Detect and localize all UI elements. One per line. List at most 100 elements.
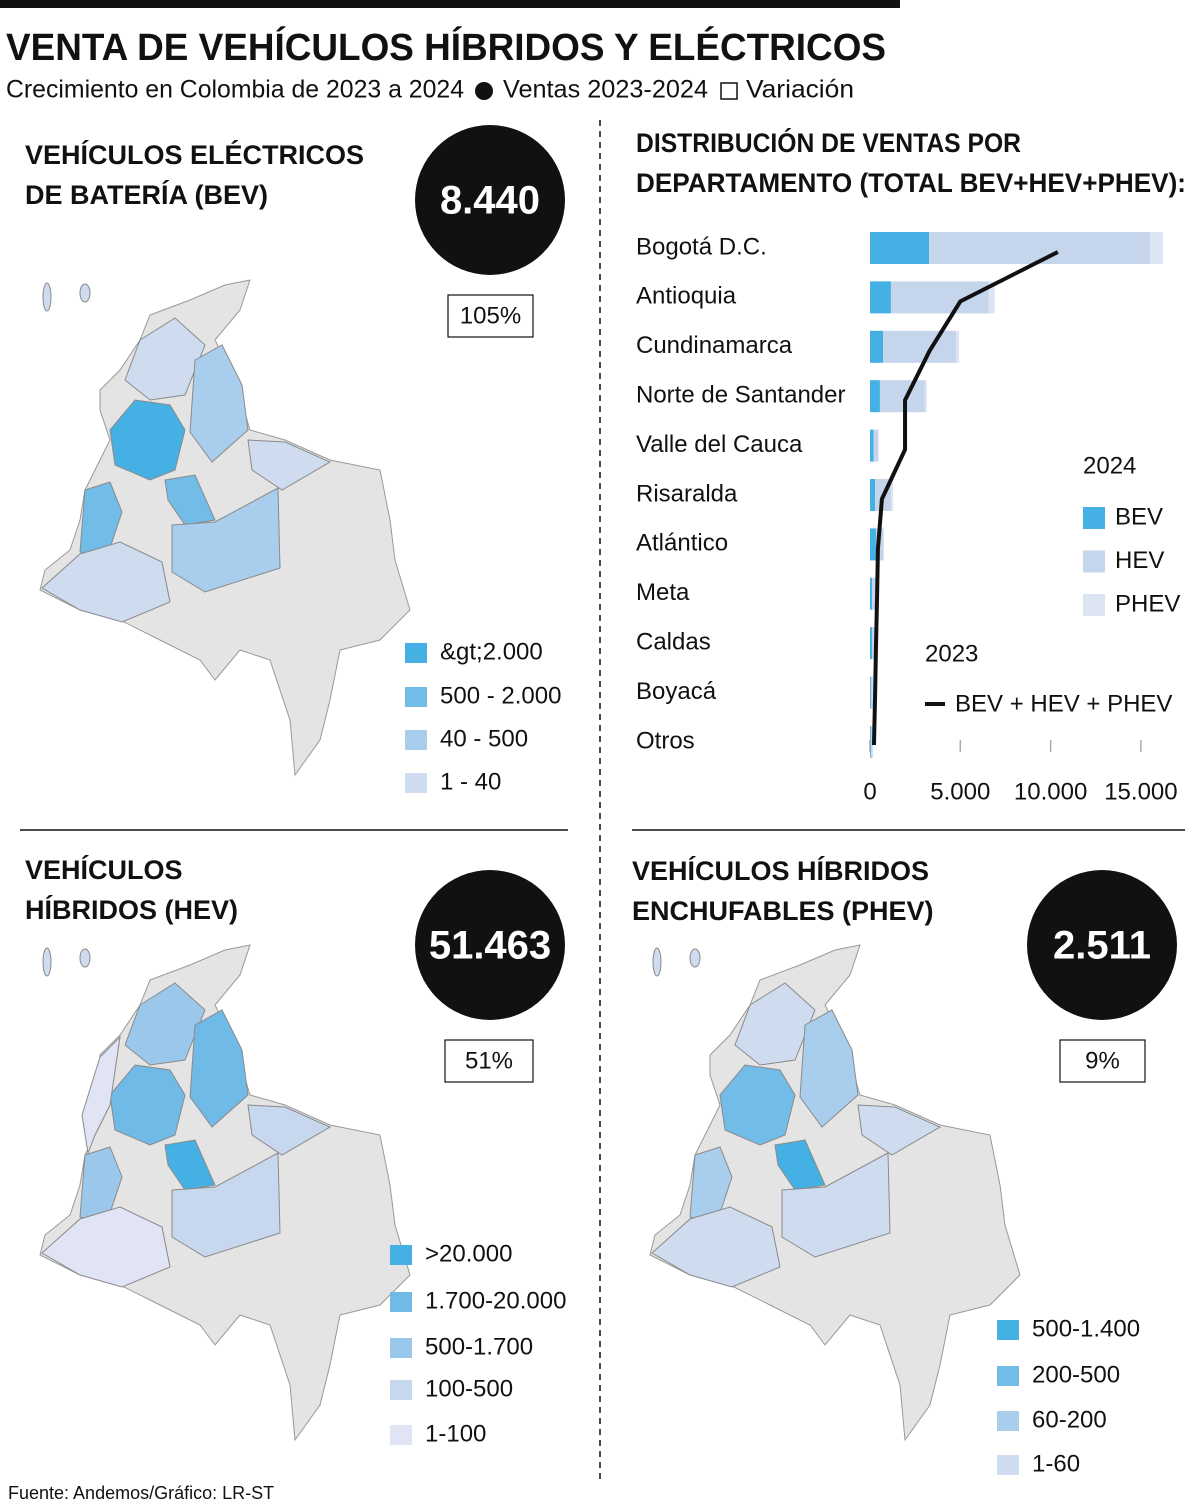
bar-segment [890, 281, 989, 314]
map-island [79, 283, 91, 303]
category-label: Risaralda [636, 480, 738, 507]
x-tick-label: 15.000 [1104, 778, 1177, 805]
panel-title: VEHÍCULOS [25, 854, 183, 885]
category-label: Antioquia [636, 283, 737, 310]
map [649, 944, 1021, 1442]
category-label: Meta [636, 579, 690, 606]
legend-label: 500-1.400 [1032, 1315, 1140, 1342]
bar-segment [870, 380, 880, 413]
legend-label: PHEV [1115, 590, 1180, 617]
map-region [247, 439, 332, 491]
legend-label: 100-500 [425, 1375, 513, 1402]
bar-segment [870, 232, 930, 264]
map-region [189, 344, 249, 463]
map-region [81, 1035, 121, 1155]
bar-segment [883, 528, 885, 561]
legend-swatch [390, 1245, 412, 1265]
bar-segment [879, 380, 925, 413]
map-region [79, 1146, 123, 1226]
map-region [734, 982, 816, 1066]
legend-swatch [405, 730, 427, 750]
panel-title: VEHÍCULOS HÍBRIDOS [632, 855, 929, 886]
map-island [42, 947, 52, 977]
legend-title: 2023 [925, 640, 978, 667]
legend-swatch [997, 1411, 1019, 1431]
map-region [109, 1064, 186, 1146]
category-label: Cundinamarca [636, 332, 793, 359]
top-bar [0, 0, 900, 8]
legend-label: 40 - 500 [440, 725, 528, 752]
legend-label: 60-200 [1032, 1406, 1107, 1433]
bar-segment [871, 577, 878, 610]
legend-label: HEV [1115, 547, 1164, 574]
subtitle-legend: Ventas 2023-2024 [503, 76, 708, 104]
map-region [124, 982, 206, 1066]
legend-swatch [390, 1380, 412, 1400]
legend-swatch [405, 643, 427, 663]
legend-label: 1 - 40 [440, 768, 501, 795]
legend-label: BEV [1115, 503, 1163, 530]
legend-dot [475, 82, 493, 100]
map-region [164, 474, 216, 526]
page-title: VENTA DE VEHÍCULOS HÍBRIDOS Y ELÉCTRICOS [6, 25, 886, 69]
bar-segment [870, 281, 891, 314]
bar-segment [929, 232, 1150, 264]
legend-swatch [997, 1320, 1019, 1340]
map-region [651, 1206, 781, 1288]
total-value: 2.511 [1053, 924, 1151, 968]
total-circle [415, 125, 565, 275]
category-label: Atlántico [636, 530, 728, 557]
chart-title: DISTRIBUCIÓN DE VENTAS POR [636, 127, 1021, 158]
bar-segment [1149, 232, 1163, 264]
bar-segment [870, 676, 873, 709]
map-region [171, 487, 281, 593]
variation-box [444, 1039, 534, 1083]
map-region [164, 1139, 216, 1191]
panel-title: ENCHUFABLES (PHEV) [632, 896, 934, 926]
legend-label: 1.700-20.000 [425, 1287, 566, 1314]
map [39, 279, 411, 777]
x-tick-label: 5.000 [930, 778, 990, 805]
legend-title: 2024 [1083, 452, 1136, 479]
map-region [171, 1152, 281, 1258]
map-region [41, 541, 171, 623]
bar-segment [988, 281, 995, 314]
map-region [689, 1146, 733, 1226]
subtitle: Crecimiento en Colombia de 2023 a 2024 [6, 76, 464, 104]
bar-segment [870, 726, 871, 758]
map-region [857, 1104, 942, 1156]
legend-swatch [1083, 550, 1105, 573]
legend-label: &gt;2.000 [440, 638, 543, 665]
legend-label: 1-100 [425, 1420, 486, 1447]
bar-segment [870, 577, 872, 610]
legend-swatch [405, 773, 427, 793]
variation-box [1059, 1039, 1146, 1083]
panel-title: DE BATERÍA (BEV) [25, 179, 268, 210]
map-island [689, 948, 701, 968]
total-circle [1027, 870, 1177, 1020]
legend-box [720, 82, 738, 100]
map-island [79, 948, 91, 968]
variation-value: 51% [465, 1047, 513, 1074]
panel-title: VEHÍCULOS ELÉCTRICOS [25, 139, 364, 170]
bar-segment [891, 479, 894, 511]
map-island [652, 947, 662, 977]
map-region [41, 1206, 171, 1288]
category-label: Boyacá [636, 678, 717, 705]
legend-swatch [390, 1338, 412, 1358]
legend-swatch [997, 1455, 1019, 1475]
map-region [719, 1064, 796, 1146]
bar-segment [870, 330, 884, 363]
bar-segment [873, 429, 879, 462]
map-region [189, 1009, 249, 1128]
bar-segment [924, 380, 927, 413]
bar-segment [878, 429, 879, 462]
map-region [781, 1152, 891, 1258]
legend-swatch [1083, 594, 1105, 616]
legend-swatch [405, 687, 427, 707]
legend-label: 200-500 [1032, 1361, 1120, 1388]
total-value: 51.463 [429, 924, 551, 968]
x-tick-label: 10.000 [1014, 778, 1087, 805]
variation-value: 105% [460, 302, 521, 329]
